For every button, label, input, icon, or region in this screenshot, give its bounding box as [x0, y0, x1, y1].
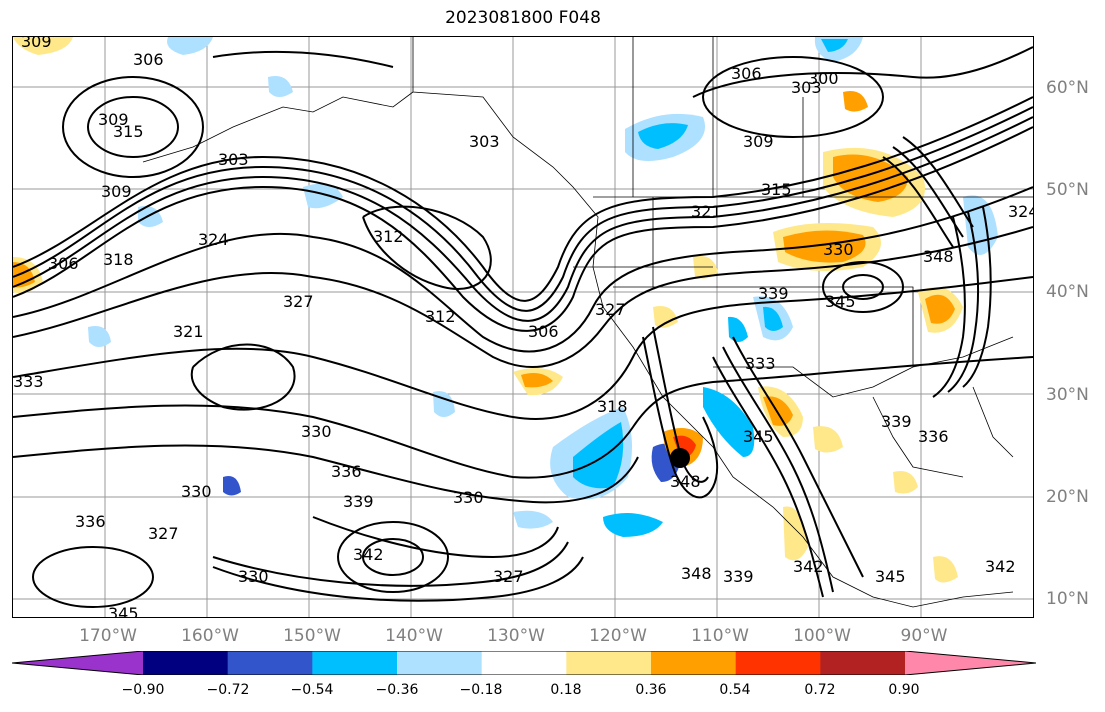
positive-shading: [13, 37, 963, 583]
contour-label: 312: [425, 307, 456, 326]
contour-label: 306: [133, 50, 164, 69]
contour-label: 345: [875, 567, 906, 586]
contour-label: 303: [218, 150, 249, 169]
contour-label: 336: [331, 462, 362, 481]
colorbar-tick: −0.36: [375, 682, 419, 698]
contour-label: 309: [98, 110, 129, 129]
colorbar-segment: [820, 651, 906, 675]
colorbar-segments: [12, 651, 1036, 675]
colorbar-segment: [143, 651, 229, 675]
colorbar-segment: [227, 651, 313, 675]
contour-label: 348: [670, 472, 701, 491]
lat-label: 40°N: [1046, 282, 1089, 302]
lat-label: 20°N: [1046, 487, 1089, 507]
contour-label: 309: [21, 37, 52, 51]
contour-label: 333: [13, 372, 44, 391]
lon-label: 150°W: [283, 626, 341, 646]
contour-label: 339: [758, 284, 789, 303]
contour-label: 327: [148, 524, 179, 543]
contour-label: 342: [793, 557, 824, 576]
contour-label: 327: [493, 567, 524, 586]
contour-label: 306: [48, 254, 79, 273]
colorbar-tick: −0.54: [290, 682, 334, 698]
lat-label: 50°N: [1046, 180, 1089, 200]
colorbar-tick: −0.90: [121, 682, 165, 698]
colorbar-tick: −0.18: [459, 682, 503, 698]
contour-label: 348: [681, 564, 712, 583]
contour-label: 330: [181, 482, 212, 501]
contour-label: 339: [723, 567, 754, 586]
contour-label: 330: [823, 240, 854, 259]
lat-label: 10°N: [1046, 589, 1089, 609]
contour-label: 318: [103, 250, 134, 269]
contour-label: 330: [301, 422, 332, 441]
colorbar-segment: [12, 651, 143, 675]
lon-label: 90°W: [900, 626, 948, 646]
colorbar-segment: [397, 651, 483, 675]
contour-label: 324: [198, 230, 229, 249]
lon-label: 120°W: [589, 626, 647, 646]
contour-label: 342: [353, 545, 384, 564]
coastlines: [142, 37, 1033, 608]
colorbar-tick: 0.36: [635, 682, 667, 698]
colorbar-tick: 0.18: [550, 682, 582, 698]
contour-label: 330: [453, 488, 484, 507]
colorbar-segment: [905, 651, 1036, 675]
contour-label: 303: [469, 132, 500, 151]
lon-label: 160°W: [181, 626, 239, 646]
contour-label: 342: [985, 557, 1016, 576]
contour-label: 345: [108, 604, 139, 617]
graticule: [13, 37, 1033, 617]
contour-label: 321: [691, 202, 722, 221]
colorbar-segment: [735, 651, 821, 675]
lat-label: 60°N: [1046, 78, 1089, 98]
contour-label: 318: [597, 397, 628, 416]
map-canvas: 309 306 309 315 303 306 309 318 324 312 …: [13, 37, 1033, 617]
colorbar-tick: 0.54: [719, 682, 751, 698]
colorbar-segment: [481, 651, 567, 675]
contour-label: 327: [283, 292, 314, 311]
contour-label: 309: [101, 182, 132, 201]
contour-label: 345: [825, 292, 856, 311]
contour-label: 348: [923, 247, 954, 266]
contour-label: 339: [343, 492, 374, 511]
contour-label: 336: [75, 512, 106, 531]
contour-label: 315: [113, 122, 144, 141]
lon-label: 130°W: [487, 626, 545, 646]
lat-label: 30°N: [1046, 385, 1089, 405]
colorbar-tick: −0.72: [206, 682, 250, 698]
contour-label: 339: [881, 412, 912, 431]
contour-label: 333: [745, 354, 776, 373]
lon-label: 170°W: [79, 626, 137, 646]
contour-label: 345: [743, 427, 774, 446]
colorbar-segment: [651, 651, 737, 675]
colorbar-segment: [312, 651, 398, 675]
contour-label: 312: [373, 227, 404, 246]
contour-label: 321: [173, 322, 204, 341]
contour-label: 327: [595, 300, 626, 319]
colorbar-segment: [566, 651, 652, 675]
contour-label: 336: [918, 427, 949, 446]
colorbar: [12, 651, 1036, 675]
contour-label: 300: [808, 69, 839, 88]
colorbar-tick: 0.72: [804, 682, 836, 698]
lon-label: 100°W: [793, 626, 851, 646]
contour-label: 306: [528, 322, 559, 341]
map-title: 2023081800 F048: [445, 8, 601, 28]
contour-label: 330: [238, 567, 269, 586]
contour-label: 303: [791, 78, 822, 97]
contour-label: 324: [1008, 202, 1033, 221]
lon-label: 140°W: [385, 626, 443, 646]
contour-label: 306: [731, 64, 762, 83]
colorbar-tick: 0.90: [888, 682, 920, 698]
contour-labels: 309 306 309 315 303 306 309 318 324 312 …: [13, 37, 1033, 617]
storm-center-marker: [670, 448, 690, 468]
map-panel: 309 306 309 315 303 306 309 318 324 312 …: [12, 36, 1034, 618]
contour-label: 309: [743, 132, 774, 151]
contour-label: 315: [761, 180, 792, 199]
lon-label: 110°W: [691, 626, 749, 646]
